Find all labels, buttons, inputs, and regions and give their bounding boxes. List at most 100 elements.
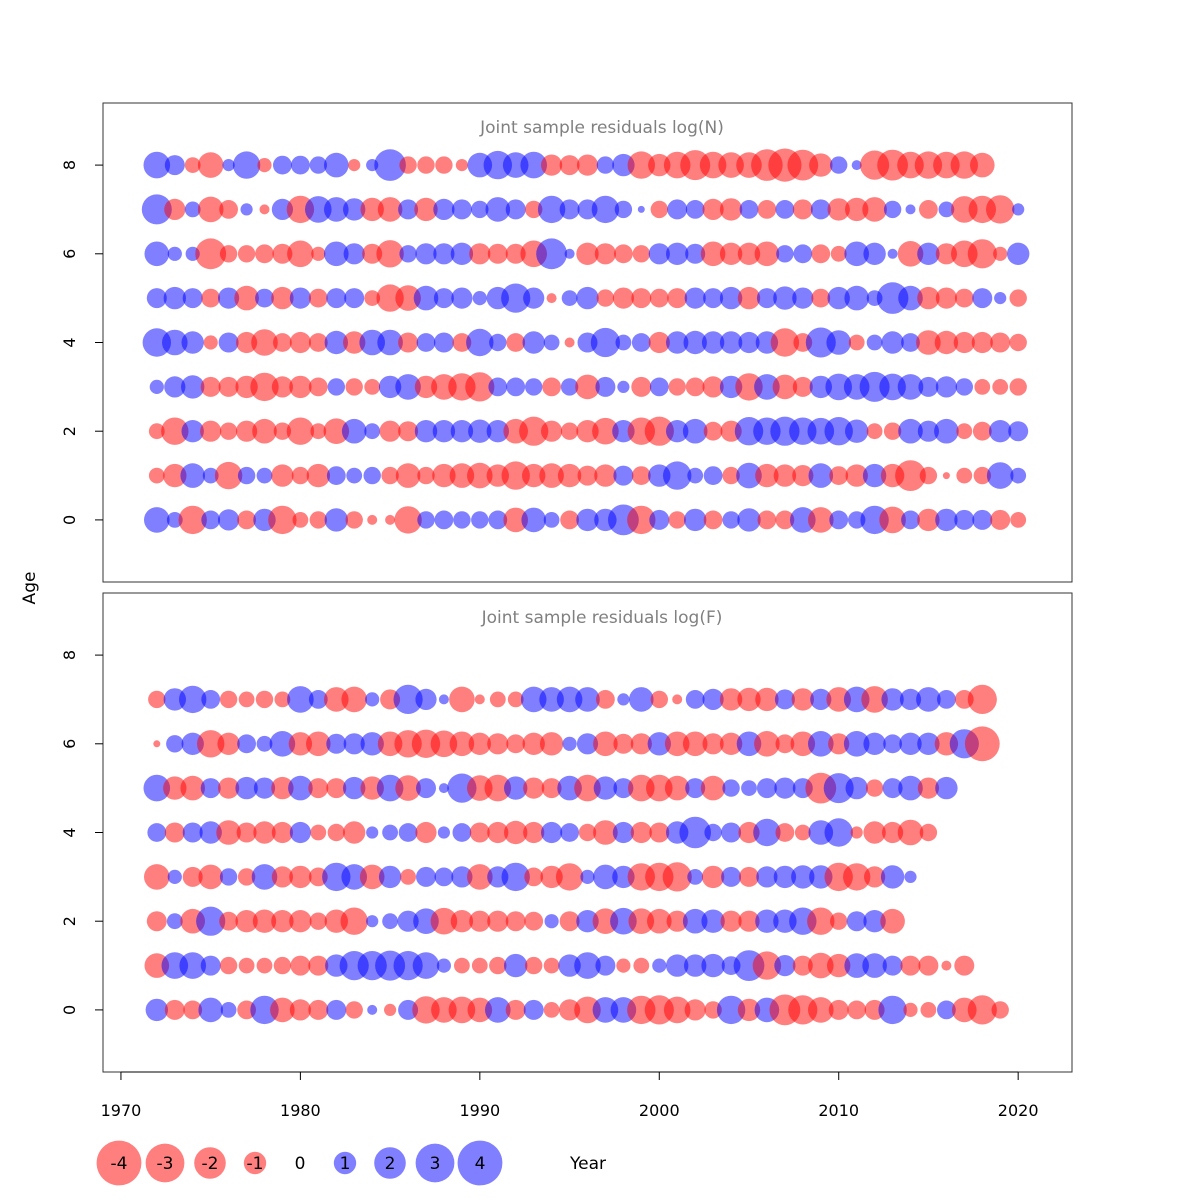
residual-bubble — [649, 288, 669, 308]
residual-bubble — [830, 156, 848, 174]
residual-bubble — [416, 778, 436, 799]
residual-bubble — [271, 910, 294, 933]
residual-bubble — [256, 467, 273, 484]
residual-bubble — [435, 156, 453, 174]
residual-bubble — [269, 731, 296, 757]
residual-bubble — [627, 151, 655, 179]
residual-bubble — [899, 688, 922, 711]
y-tick-label: 2 — [60, 916, 79, 926]
residual-bubble — [539, 687, 564, 712]
residual-bubble — [964, 726, 1000, 762]
residual-bubble — [467, 462, 493, 489]
residual-bubble — [580, 869, 595, 885]
residual-bubble — [308, 955, 329, 976]
residual-bubble — [972, 421, 992, 441]
residual-bubble — [649, 509, 670, 530]
residual-bubble — [398, 999, 419, 1020]
residual-bubble — [576, 733, 599, 755]
residual-bubble — [594, 464, 617, 487]
residual-bubble — [756, 866, 778, 888]
residual-bubble — [360, 197, 384, 222]
residual-bubble — [883, 200, 902, 219]
residual-bubble — [469, 822, 490, 843]
x-tick-label: 2020 — [998, 1101, 1039, 1120]
residual-bubble — [755, 463, 779, 488]
residual-bubble — [400, 869, 416, 885]
residual-bubble — [164, 155, 185, 176]
residual-bubble — [719, 688, 743, 711]
residual-bubble — [903, 1002, 918, 1018]
residual-bubble — [237, 868, 256, 886]
residual-bubble — [416, 333, 436, 352]
residual-bubble — [487, 733, 509, 755]
residual-bubble — [166, 735, 184, 753]
residual-bubble — [990, 509, 1011, 530]
x-axis: 1970 1980 1990 2000 2010 2020 — [101, 1071, 1039, 1120]
residual-bubble — [198, 864, 223, 890]
residual-bubble — [487, 910, 509, 932]
residual-bubble — [214, 461, 243, 490]
residual-bubble — [917, 286, 940, 310]
residual-bubble — [829, 510, 849, 530]
legend-label: -2 — [202, 1154, 219, 1174]
residual-bubble — [721, 822, 742, 843]
legend-label: 3 — [430, 1154, 441, 1174]
residual-bubble — [437, 826, 450, 839]
residual-bubble — [501, 862, 530, 892]
y-tick-label: 4 — [60, 827, 79, 837]
residual-bubble — [1010, 512, 1027, 528]
panel-title-top: Joint sample residuals log(N) — [479, 118, 724, 138]
residual-bubble — [592, 997, 619, 1023]
residual-bubble — [971, 331, 993, 354]
residual-bubble — [845, 776, 868, 800]
residual-bubble — [826, 330, 851, 355]
residual-bubble — [259, 204, 270, 215]
residual-bubble — [684, 287, 706, 309]
residual-bubble — [808, 997, 834, 1023]
residual-bubble — [181, 375, 205, 399]
residual-bubble — [613, 733, 634, 754]
residual-bubble — [992, 379, 1009, 395]
residual-bubble — [271, 376, 293, 398]
residual-bubble — [144, 864, 170, 890]
residual-bubble — [775, 510, 795, 530]
residual-bubble — [484, 774, 512, 802]
residual-bubble — [469, 910, 491, 932]
residual-bubble — [367, 1004, 378, 1015]
residual-bubble — [808, 507, 834, 533]
residual-bubble — [525, 200, 543, 219]
residual-bubble — [863, 821, 886, 844]
residual-bubble — [379, 420, 401, 442]
residual-bubble — [736, 462, 762, 489]
residual-bubble — [519, 416, 549, 446]
residual-bubble — [195, 238, 227, 270]
residual-bubble — [289, 910, 312, 933]
residual-bubble — [954, 288, 974, 308]
residual-bubble — [149, 379, 164, 394]
residual-bubble — [202, 467, 219, 484]
residual-bubble — [919, 200, 938, 219]
residual-bubble — [811, 288, 831, 308]
residual-bubble — [289, 375, 312, 399]
residual-bubble — [773, 286, 797, 310]
residual-bubble — [917, 732, 940, 755]
residual-bubble — [485, 997, 511, 1023]
residual-bubble — [178, 505, 207, 535]
residual-bubble — [666, 420, 689, 443]
residual-bubble — [163, 463, 187, 488]
y-tick-label: 0 — [60, 1005, 79, 1015]
residual-bubble — [862, 197, 887, 222]
residual-bubble — [935, 376, 958, 398]
residual-bubble — [397, 910, 419, 932]
residual-bubble — [539, 463, 564, 488]
residual-bubble — [256, 957, 273, 974]
panel-top-bubbles — [141, 148, 1030, 536]
residual-bubble — [739, 200, 759, 219]
residual-bubble — [560, 378, 579, 396]
residual-bubble — [398, 421, 419, 442]
residual-bubble — [901, 333, 920, 352]
residual-bubble — [612, 821, 635, 844]
residual-bubble — [289, 331, 311, 354]
residual-bubble — [917, 508, 940, 532]
residual-bubble — [668, 378, 686, 396]
